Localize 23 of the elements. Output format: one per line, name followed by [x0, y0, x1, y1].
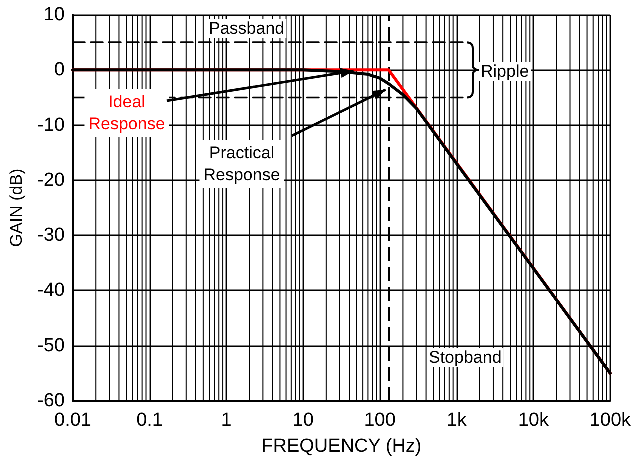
- annotation: Passband: [209, 19, 285, 38]
- y-tick-label: -20: [38, 170, 65, 191]
- x-tick-label: 0.1: [136, 410, 163, 431]
- annotation: Stopband: [429, 348, 502, 367]
- x-tick-label: 10: [292, 410, 314, 431]
- y-tick-label: 0: [54, 60, 65, 81]
- text: Practical Response: [204, 144, 280, 184]
- y-tick-label: -60: [38, 390, 65, 412]
- y-tick-label: 10: [44, 4, 65, 26]
- x-axis-title: FREQUENCY (Hz): [262, 436, 422, 457]
- y-tick-label: -10: [38, 114, 65, 136]
- series-label: Ideal Response: [88, 92, 166, 134]
- x-tick-label: 1k: [446, 410, 468, 431]
- y-tick-label: -30: [38, 225, 65, 246]
- y-tick-label: -40: [38, 280, 65, 302]
- x-tick-label: 100: [364, 410, 396, 431]
- y-axis-title: GAIN (dB): [7, 168, 26, 248]
- x-tick-label: 0.01: [54, 410, 92, 431]
- x-tick-label: 1: [221, 410, 232, 431]
- y-tick-label: -50: [38, 335, 65, 356]
- annotation: Ripple: [481, 62, 530, 81]
- x-tick-label: 100k: [590, 410, 632, 431]
- x-tick-label: 10k: [518, 410, 550, 431]
